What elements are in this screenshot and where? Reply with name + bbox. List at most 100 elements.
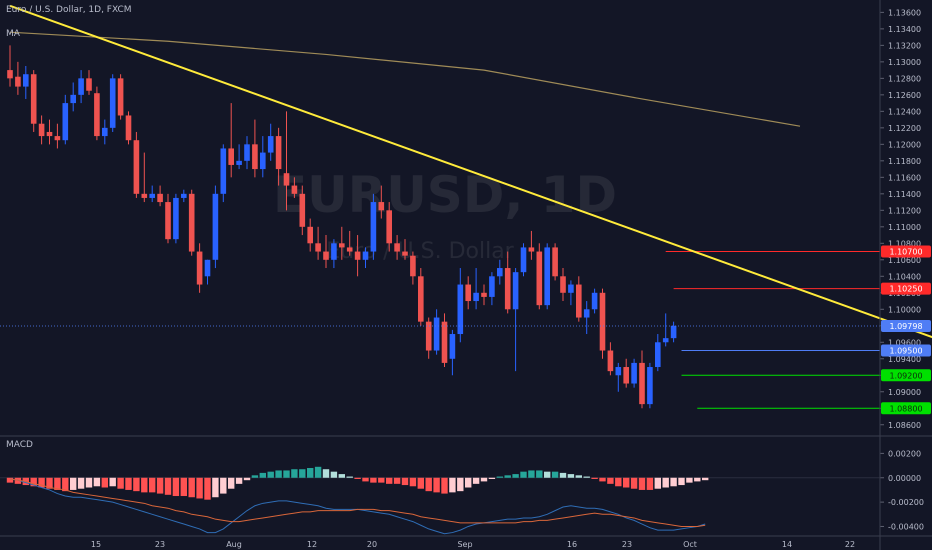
ma-indicator-label[interactable]: MA	[6, 29, 21, 39]
macd-histogram-bar	[591, 477, 598, 479]
macd-histogram-bar	[465, 477, 472, 488]
candle-body	[165, 202, 171, 240]
candles	[7, 45, 677, 409]
macd-histogram-bar	[393, 477, 401, 484]
trendline[interactable]	[9, 4, 932, 347]
candle-body	[260, 152, 266, 170]
candle-body	[173, 197, 179, 240]
candle-body	[299, 193, 306, 227]
macd-histogram-bar	[164, 477, 172, 495]
macd-histogram-bar	[188, 477, 195, 498]
horizontal-levels[interactable]	[0, 251, 880, 409]
macd-histogram-bar	[14, 477, 22, 484]
macd-pane	[6, 466, 709, 535]
candle-body	[354, 251, 361, 260]
candle-body	[560, 276, 566, 293]
macd-histogram-bar	[615, 477, 622, 487]
macd-histogram-bar	[6, 477, 14, 483]
y-tick-label: 1.13600	[888, 8, 921, 17]
macd-histogram-bar	[354, 477, 361, 479]
candle-body	[433, 317, 440, 351]
x-tick-label: Aug	[226, 540, 242, 549]
macd-histogram-bar	[109, 477, 116, 487]
candle-body	[631, 362, 637, 384]
macd-histogram-bar	[283, 470, 290, 478]
macd-histogram-bar	[480, 477, 488, 482]
y-tick-label: 1.12800	[888, 74, 921, 83]
candle-body	[394, 243, 400, 252]
y-tick-label: 1.12600	[888, 91, 921, 100]
candle-body	[536, 251, 543, 306]
macd-histogram-bar	[702, 477, 709, 481]
macd-histogram-bar	[46, 477, 53, 489]
level-label: 1.10700	[889, 248, 922, 257]
candle-body	[157, 193, 163, 203]
macd-histogram-bar	[330, 471, 338, 478]
candle-body	[457, 284, 464, 335]
macd-histogram-bar	[607, 477, 614, 484]
x-tick-label: 12	[307, 540, 317, 549]
y-tick-label: 1.11600	[888, 173, 921, 182]
candle-body	[70, 94, 76, 104]
x-tick-label: Sep	[457, 540, 472, 549]
candle-body	[425, 321, 432, 351]
candle-body	[568, 284, 574, 293]
macd-histogram-bar	[62, 477, 69, 492]
candle-body	[528, 247, 535, 252]
macd-indicator-label[interactable]: MACD	[6, 440, 33, 450]
candle-body	[441, 321, 448, 363]
candle-body	[497, 268, 503, 277]
candle-body	[418, 276, 424, 322]
macd-histogram-bar	[496, 476, 503, 478]
macd-histogram-bar	[291, 469, 298, 478]
macd-histogram-bar	[251, 475, 259, 478]
macd-histogram-bar	[441, 477, 448, 494]
macd-histogram-bar	[362, 477, 369, 482]
macd-histogram-bar	[117, 477, 124, 489]
macd-histogram-bar	[267, 471, 274, 478]
candle-body	[23, 74, 29, 87]
candle-body	[346, 247, 353, 252]
candle-body	[133, 140, 140, 194]
candle-body	[30, 74, 37, 124]
macd-histogram-bar	[544, 471, 551, 478]
y-tick-label: 1.12200	[888, 124, 921, 133]
macd-histogram-bar	[85, 477, 93, 488]
x-tick-label: 23	[622, 540, 632, 549]
y-tick-label: 1.10800	[888, 239, 921, 248]
candle-body	[591, 292, 598, 310]
y-tick-label: 1.09000	[888, 388, 921, 397]
candle-body	[236, 160, 242, 165]
candle-body	[465, 284, 471, 302]
candle-body	[315, 243, 321, 252]
candle-body	[670, 325, 677, 339]
candle-body	[117, 78, 124, 116]
candle-body	[46, 131, 53, 137]
macd-histogram-bar	[93, 477, 101, 487]
macd-histogram-bar	[172, 477, 180, 497]
x-tick-label: 16	[567, 540, 577, 549]
candle-body	[473, 292, 479, 302]
macd-histogram-bar	[520, 471, 527, 478]
y-tick-label: 1.13400	[888, 25, 921, 34]
macd-histogram-bar	[417, 477, 424, 489]
macd-histogram-bar	[457, 477, 464, 492]
macd-histogram-bar	[630, 477, 638, 489]
macd-histogram-bar	[559, 472, 567, 478]
candle-body	[212, 193, 219, 260]
macd-histogram-bar	[551, 471, 559, 478]
level-label: 1.08800	[889, 404, 922, 413]
candle-body	[378, 202, 385, 211]
macd-histogram-bar	[536, 470, 543, 478]
macd-histogram-bar	[141, 477, 148, 493]
candle-body	[94, 93, 100, 137]
candle-body	[204, 259, 211, 277]
candle-body	[15, 76, 21, 87]
candle-body	[339, 243, 345, 248]
price-labels: 1.10700 1.10250 1.09500 1.09200 1.08800 1.097…	[881, 245, 931, 415]
level-label-bg	[881, 402, 931, 415]
candle-body	[655, 342, 661, 368]
macd-histogram-bar	[378, 477, 385, 483]
macd-histogram-bar	[275, 470, 282, 478]
